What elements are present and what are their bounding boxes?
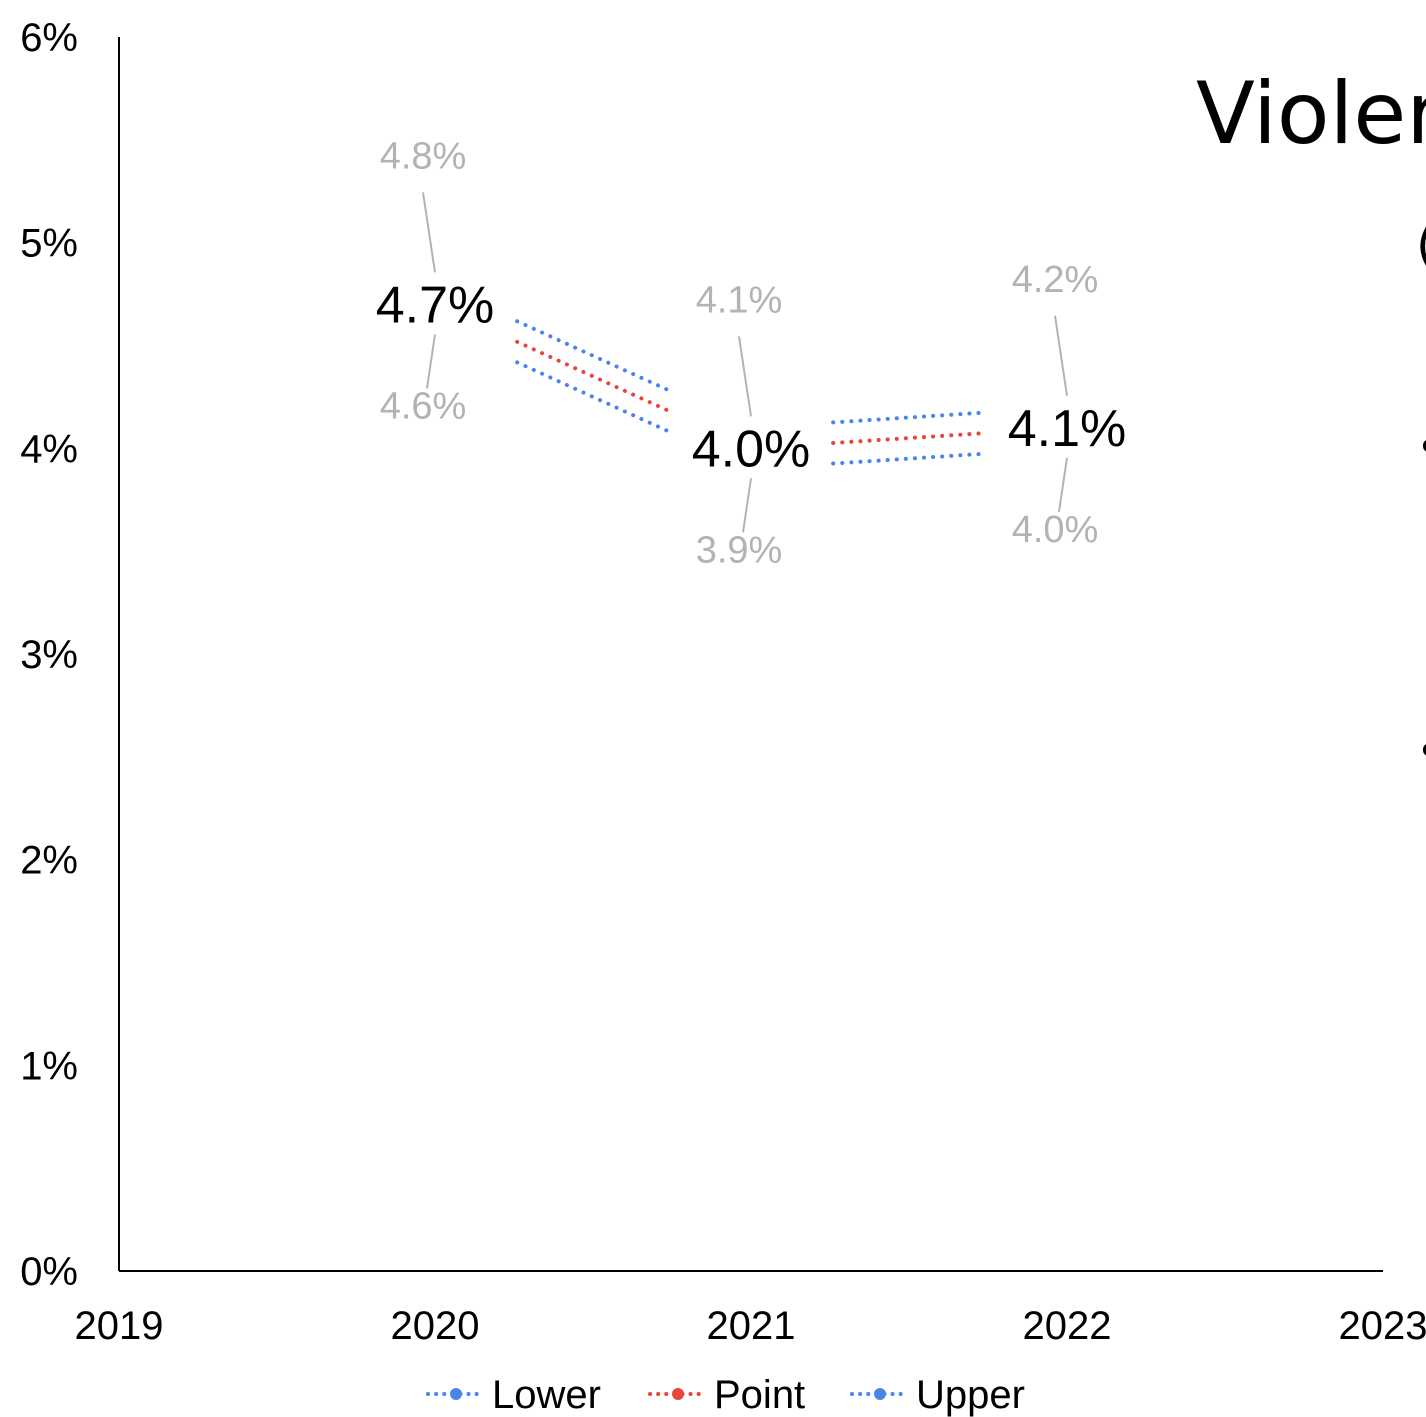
x-tick-label: 2022 [1023, 1304, 1112, 1348]
upper-data-label: 4.2% [1012, 259, 1099, 301]
point-data-label: 4.0% [692, 420, 811, 478]
series-point-segment [515, 339, 671, 413]
y-tick-label: 3% [20, 633, 78, 677]
y-tick-label: 1% [20, 1044, 78, 1088]
lower-data-label: 4.0% [1012, 509, 1099, 551]
y-tick-label: 2% [20, 839, 78, 883]
series-upper-segment [515, 319, 671, 393]
point-data-label: 4.1% [1008, 400, 1127, 458]
legend-label: Point [714, 1373, 805, 1417]
legend-swatch-marker [450, 1388, 462, 1400]
upper-data-label: 4.1% [696, 279, 783, 321]
lower-label-leader [742, 478, 752, 533]
series-lower-segment [515, 360, 671, 434]
y-tick-label: 5% [20, 222, 78, 266]
x-tick-label: 2021 [707, 1304, 796, 1348]
x-tick-label: 2020 [391, 1304, 480, 1348]
cropped-title-text: Violer [1196, 64, 1426, 164]
series-upper-segment [831, 410, 987, 425]
y-tick-label: 6% [20, 16, 78, 60]
cropped-subtitle-text: ( [1416, 216, 1426, 274]
legend: Lower Point Upper [426, 1373, 1025, 1417]
x-tick-label: 2023 [1339, 1304, 1426, 1348]
x-axis-ticks: 2019 2020 2021 2022 2023 [75, 1304, 1426, 1348]
series-lower-segment [831, 451, 987, 466]
point-data-label: 4.7% [376, 276, 495, 334]
legend-swatch-marker [672, 1388, 684, 1400]
legend-swatch-marker [874, 1388, 886, 1400]
lower-label-leader [1058, 457, 1068, 512]
upper-data-label: 4.8% [380, 135, 467, 177]
lower-data-label: 4.6% [380, 385, 467, 427]
cropped-bullet-2: • [1416, 724, 1426, 778]
upper-label-leader [422, 192, 436, 273]
legend-label: Upper [916, 1373, 1025, 1417]
legend-label: Lower [492, 1373, 601, 1417]
upper-label-leader [738, 336, 752, 417]
upper-label-leader [1054, 315, 1068, 396]
lower-data-label: 3.9% [696, 529, 783, 571]
y-axis-ticks: 0% 1% 2% 3% 4% 5% 6% [20, 16, 78, 1294]
axes [118, 37, 1383, 1272]
y-tick-label: 4% [20, 427, 78, 471]
y-tick-label: 0% [20, 1250, 78, 1294]
series-point-segment [831, 431, 987, 445]
data-labels: 4.7% 4.8% 4.6% 4.0% 4.1% 3.9% 4.1% 4.2% 4.0% [376, 135, 1127, 571]
cropped-bullet-1: • [1416, 420, 1426, 474]
x-tick-label: 2019 [75, 1304, 164, 1348]
lower-label-leader [426, 334, 436, 389]
series-lines [515, 319, 987, 466]
